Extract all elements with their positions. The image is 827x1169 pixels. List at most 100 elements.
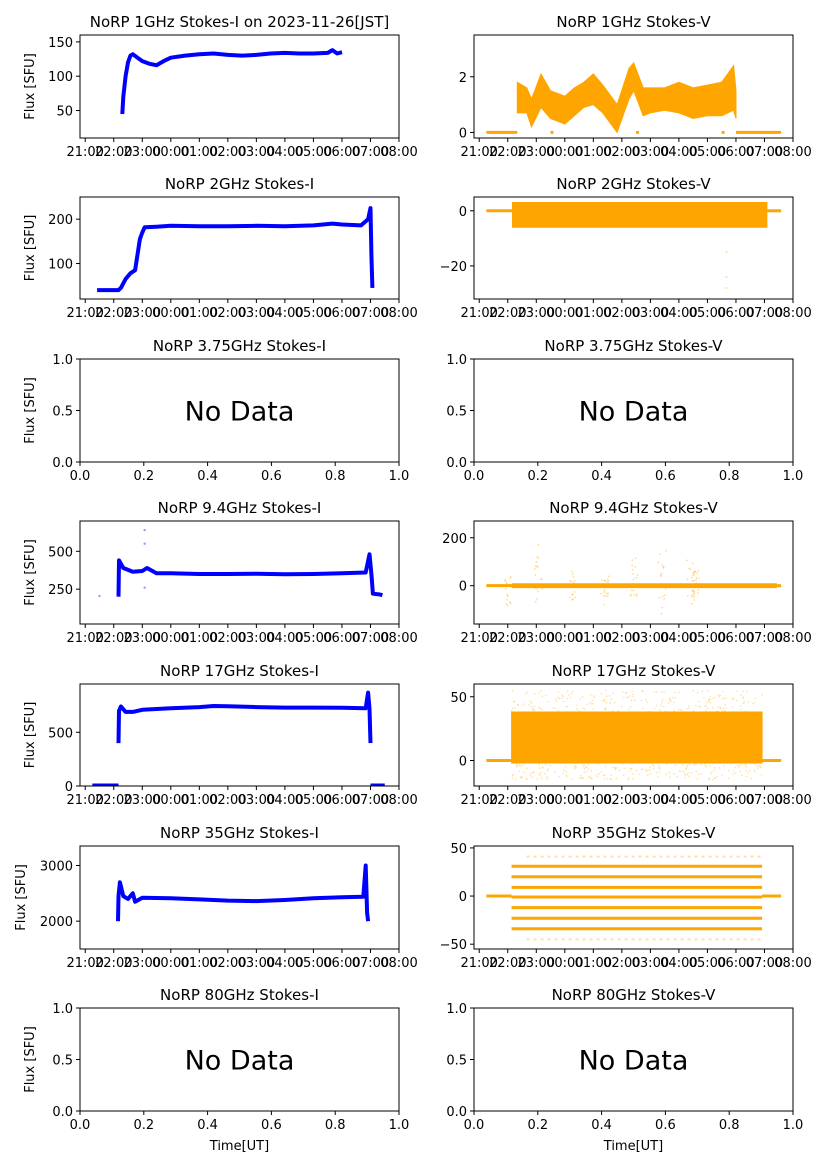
data-point [753,762,755,765]
data-point [727,770,730,772]
panel-title: NoRP 1GHz Stokes-V [556,13,711,31]
x-tick-label: 04:00 [266,793,303,808]
data-point [603,591,606,593]
data-point [660,572,663,575]
data-point [690,771,693,774]
axes-frame [79,34,400,139]
x-tick-label: 07:00 [352,145,389,160]
data-point [558,775,561,778]
data-point [745,775,748,778]
x-tick-label: 00:00 [546,145,583,160]
x-tick-label: 03:00 [632,631,669,646]
x-tick-label: 01:00 [181,145,218,160]
data-point [674,696,677,699]
data-point [518,764,521,766]
x-tick-label: 0.2 [527,469,548,484]
data-point [576,709,579,712]
data-point [748,769,751,772]
data-point [634,557,637,560]
data-point [693,592,696,594]
axes-frame [473,520,794,625]
panel-title: NoRP 2GHz Stokes-I [165,175,314,193]
x-tick-label: 02:00 [209,956,246,971]
data-point [753,701,756,704]
data-point [668,771,671,774]
data-point [572,598,574,601]
plot-area [116,863,371,922]
data-point [600,770,603,773]
data-point [751,702,754,705]
data-point [560,697,563,700]
data-point [546,769,549,772]
data-point [734,766,737,769]
data-point [610,774,613,776]
x-tick-label: 01:00 [181,793,218,808]
data-point [533,567,536,570]
x-tick-label: 06:00 [717,631,754,646]
x-tick-label: 05:00 [295,145,332,160]
data-point [658,766,661,769]
data-point [645,769,648,771]
data-point [581,777,584,779]
data-point [691,579,694,582]
data-point [667,701,670,704]
data-point [642,707,644,710]
data-point [704,764,707,767]
data-point [632,693,634,696]
data-point [722,707,725,709]
data-point [590,770,592,772]
data-point [591,777,593,780]
x-tick-label: 03:00 [238,793,275,808]
data-point [709,765,711,767]
x-tick-label: 04:00 [266,145,303,160]
data-point [545,778,548,780]
data-point [579,777,581,780]
data-point [602,583,604,586]
data-point [686,708,688,710]
x-tick-label: 00:00 [546,631,583,646]
data-point [717,710,719,713]
data-point [747,700,750,703]
x-tick-label: 07:00 [352,793,389,808]
data-point [552,706,555,709]
axes-frame [79,358,400,463]
data-point [631,559,634,562]
data-point [554,771,556,773]
data-point [510,709,513,712]
data-point [623,696,625,699]
data-point [712,762,714,765]
data-point [554,698,557,701]
data-point [746,711,749,713]
data-point [714,777,716,779]
data-point [610,698,613,701]
data-point [591,699,594,702]
data-point [509,601,511,604]
y-tick-label: 0 [459,205,467,220]
data-point [533,708,536,711]
data-point [747,771,749,774]
x-tick-label: 08:00 [774,956,811,971]
data-point [665,762,668,765]
data-point [701,690,704,692]
data-point [694,570,696,573]
x-tick-label: 04:00 [266,631,303,646]
data-point [511,777,514,780]
x-tick-label: 0.2 [133,1118,154,1133]
data-point [584,766,587,769]
data-point [717,694,720,696]
x-tick-label: 08:00 [774,631,811,646]
data-point [695,763,697,765]
x-tick-label: 21:00 [460,306,497,321]
data-point [632,578,635,581]
y-tick-label: 200 [48,213,73,228]
x-tick-label: 03:00 [632,793,669,808]
data-point [672,696,674,699]
x-tick-label: 00:00 [546,956,583,971]
data-point [706,690,709,693]
x-tick-label: 1.0 [783,1118,804,1133]
data-point [630,767,632,770]
data-point [535,561,538,563]
series-line [116,690,373,744]
data-point [530,773,532,775]
data-point [539,707,542,710]
